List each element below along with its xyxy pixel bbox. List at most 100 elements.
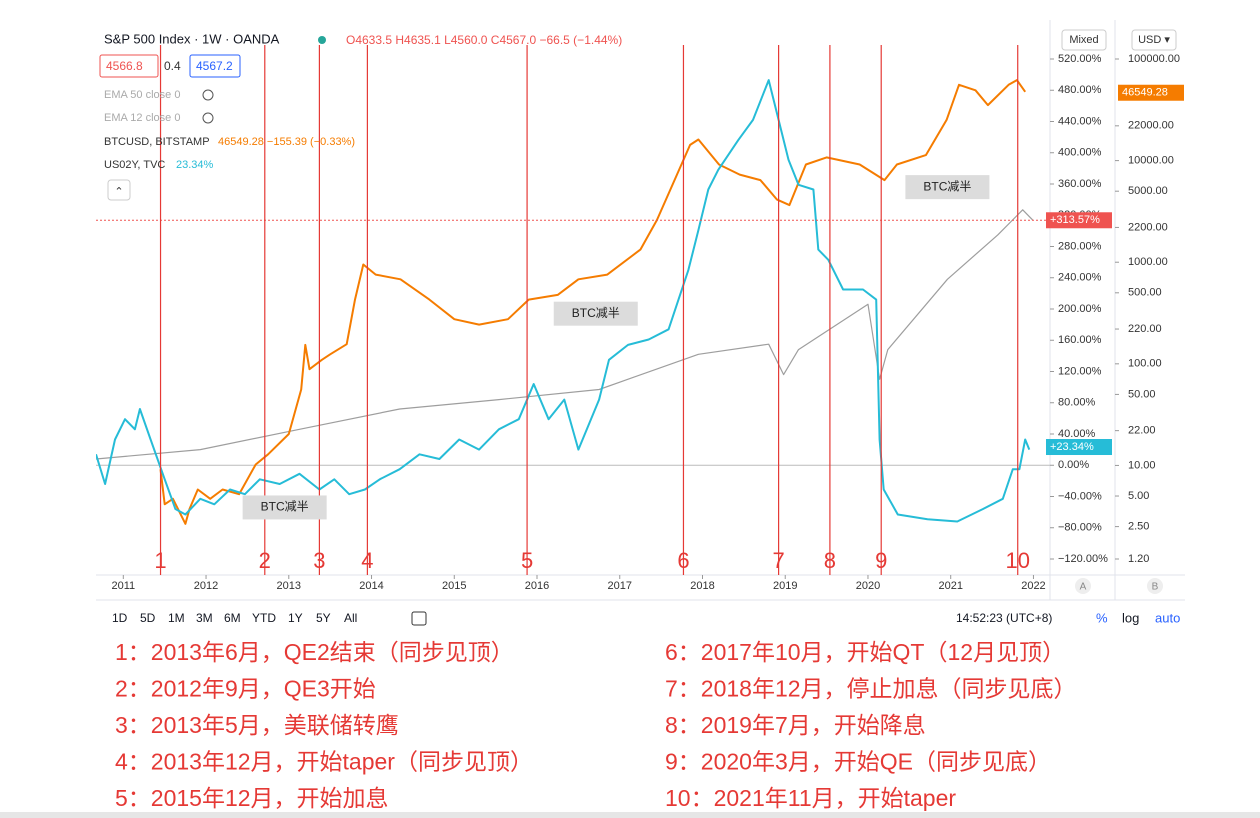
y2-tick-label: 500.00 xyxy=(1128,287,1162,299)
mode-text: Mixed xyxy=(1069,34,1098,46)
range-button[interactable]: YTD xyxy=(252,611,276,625)
mode-button[interactable] xyxy=(1061,29,1107,51)
note: 7：2018年12月，停止加息（同步见底） xyxy=(665,676,1077,702)
y-tick-label: 280.00% xyxy=(1058,240,1102,252)
range-button[interactable]: 6M xyxy=(224,611,241,625)
y-tick-label: 200.00% xyxy=(1058,303,1102,315)
x-tick-label: 2021 xyxy=(938,580,962,592)
y2-tick-label: 1.20 xyxy=(1128,553,1149,565)
quote-box xyxy=(99,54,159,78)
x-tick-label: 2022 xyxy=(1021,580,1045,592)
event-label: 2 xyxy=(259,548,271,573)
legend-title: S&P 500 Index · 1W · OANDA xyxy=(104,31,280,46)
quote-box xyxy=(189,54,241,78)
annotation-box xyxy=(553,301,638,326)
event-label: 1 xyxy=(154,548,166,573)
range-button[interactable]: 1M xyxy=(168,611,185,625)
quote: 4566.8 xyxy=(106,59,143,73)
y2-tick-label: 220.00 xyxy=(1128,323,1162,335)
note: 9：2020年3月，开始QE（同步见底） xyxy=(665,749,1051,775)
event-label: 10 xyxy=(1005,548,1029,573)
x-tick-label: 2013 xyxy=(277,580,301,592)
y2-tick-label: 1000.00 xyxy=(1128,256,1168,268)
scale-button[interactable]: auto xyxy=(1155,610,1180,625)
x-tick-label: 2015 xyxy=(442,580,466,592)
y-tick-label: −80.00% xyxy=(1058,522,1102,534)
collapse-button[interactable] xyxy=(107,179,131,201)
legend-values: O4633.5 H4635.1 L4560.0 C4567.0 −66.5 (−… xyxy=(346,33,622,47)
status-dot xyxy=(318,36,326,44)
y2-tick-label: 2.50 xyxy=(1128,521,1149,533)
quote: 0.4 xyxy=(164,59,181,73)
x-tick-label: 2017 xyxy=(608,580,632,592)
range-button[interactable]: 1D xyxy=(112,611,128,625)
clock: 14:52:23 (UTC+8) xyxy=(956,611,1052,625)
hidden-icon xyxy=(202,89,214,101)
x-tick-label: 2019 xyxy=(773,580,797,592)
scale-button[interactable]: % xyxy=(1096,610,1108,625)
y-tick-label: −40.00% xyxy=(1058,490,1102,502)
y-tick-label: −120.00% xyxy=(1058,553,1108,565)
annotation-text: BTC减半 xyxy=(923,179,971,193)
series-line xyxy=(159,79,1027,525)
y-tick-label: 360.00% xyxy=(1058,178,1102,190)
y2-tick-label: 22.00 xyxy=(1128,425,1156,437)
note: 5：2015年12月，开始加息 xyxy=(115,785,389,811)
event-label: 9 xyxy=(875,548,887,573)
currency-button[interactable] xyxy=(1131,29,1177,51)
y-tick-label: 160.00% xyxy=(1058,334,1102,346)
legend-values: 23.34% xyxy=(176,159,214,171)
price-tag-label: +313.57% xyxy=(1050,214,1100,226)
x-tick-label: 2014 xyxy=(359,580,383,592)
x-tick-label: 2016 xyxy=(525,580,549,592)
y2-tick-label: 100000.00 xyxy=(1128,53,1180,65)
indicator: EMA 12 close 0 xyxy=(104,112,180,124)
calendar-icon[interactable] xyxy=(411,611,427,626)
series-line xyxy=(96,209,1034,460)
pane-button[interactable] xyxy=(1075,578,1091,594)
event-label: 8 xyxy=(824,548,836,573)
range-button[interactable]: 3M xyxy=(196,611,213,625)
scale-button[interactable]: log xyxy=(1122,610,1139,625)
event-label: 6 xyxy=(677,548,689,573)
annotation-box xyxy=(242,495,327,520)
y2-tick-label: 100.00 xyxy=(1128,358,1162,370)
pane-label: B xyxy=(1152,582,1159,593)
y-tick-label: 240.00% xyxy=(1058,272,1102,284)
y-tick-label: 0.00% xyxy=(1058,459,1089,471)
annotation-text: BTC减半 xyxy=(261,500,309,514)
note: 10：2021年11月，开始taper xyxy=(665,785,956,811)
overlay: −120.00% −80.00% −40.00% 0.00% 40.00% 80.00% 1… xyxy=(99,29,1184,811)
y-tick-label: 440.00% xyxy=(1058,115,1102,127)
indicator: EMA 50 close 0 xyxy=(104,89,180,101)
x-tick-label: 2011 xyxy=(111,580,135,592)
event-label: 7 xyxy=(772,548,784,573)
hidden-icon xyxy=(202,112,214,124)
range-button[interactable]: 5D xyxy=(140,611,156,625)
range-button[interactable]: All xyxy=(344,611,357,625)
range-button[interactable]: 5Y xyxy=(316,611,331,625)
event-label: 5 xyxy=(521,548,533,573)
plot-area xyxy=(96,79,1050,525)
x-tick-label: 2012 xyxy=(194,580,218,592)
pane-button[interactable] xyxy=(1147,578,1163,594)
y-tick-label: 120.00% xyxy=(1058,365,1102,377)
price-tag-label: +23.34% xyxy=(1050,441,1094,453)
annotation-text: BTC减半 xyxy=(572,306,620,320)
legend-name: US02Y, TVC xyxy=(104,159,165,171)
price-tag xyxy=(1046,212,1112,229)
y2-tick-label: 5.00 xyxy=(1128,490,1149,502)
pane-label: A xyxy=(1080,582,1087,593)
price-tag-label: 46549.28 xyxy=(1122,87,1168,99)
series-line xyxy=(96,79,1031,523)
y2-tick-label: 22000.00 xyxy=(1128,120,1174,132)
quote: 4567.2 xyxy=(196,59,233,73)
price-tag xyxy=(1046,439,1112,456)
legend-name: BTCUSD, BITSTAMP xyxy=(104,136,210,148)
note: 8：2019年7月，开始降息 xyxy=(665,712,926,738)
event-label: 3 xyxy=(313,548,325,573)
range-button[interactable]: 1Y xyxy=(288,611,303,625)
y-tick-label: 480.00% xyxy=(1058,84,1102,96)
y2-tick-label: 2200.00 xyxy=(1128,221,1168,233)
price-tag xyxy=(1118,84,1184,101)
